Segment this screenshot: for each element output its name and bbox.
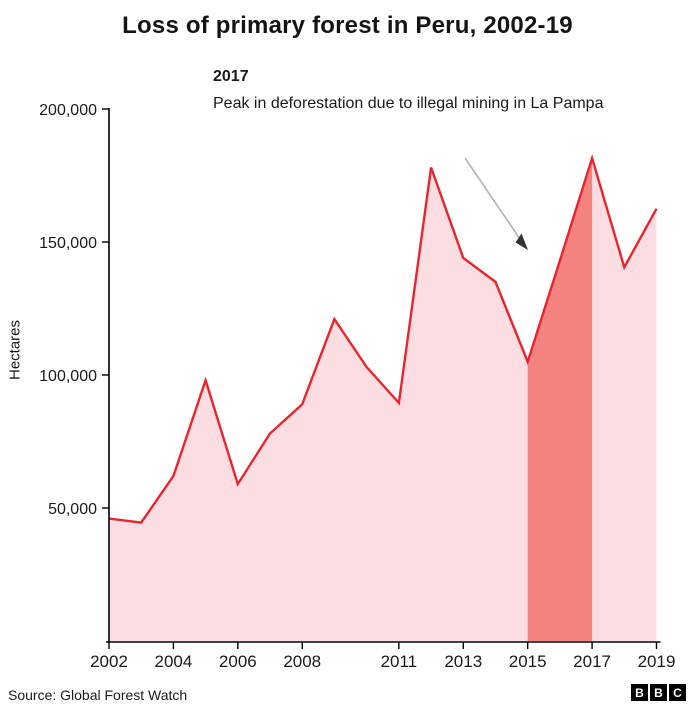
x-tick-label: 2013 <box>444 652 482 671</box>
source-caption: Source: Global Forest Watch <box>8 687 188 703</box>
x-tick-label: 2017 <box>573 652 611 671</box>
x-tick-label: 2011 <box>381 652 418 671</box>
y-tick-label: 50,000 <box>48 501 97 518</box>
annotation-arrow-line <box>464 157 521 240</box>
x-tick-label: 2006 <box>219 652 257 671</box>
y-tick-label: 100,000 <box>39 368 97 385</box>
annotation-text: Peak in deforestation due to illegal min… <box>213 95 604 112</box>
bbc-logo: B B C <box>631 684 686 701</box>
annotation-block: 2017 Peak in deforestation due to illega… <box>213 68 609 115</box>
annotation-arrow-head <box>515 233 528 250</box>
y-tick-label: 150,000 <box>39 235 97 252</box>
area-fill <box>109 158 657 641</box>
x-tick-label: 2002 <box>90 652 128 671</box>
bbc-logo-block-b1: B <box>631 684 648 701</box>
bbc-logo-block-c: C <box>669 684 686 701</box>
y-tick-label: 200,000 <box>39 102 97 119</box>
chart-title: Loss of primary forest in Peru, 2002-19 <box>122 12 573 39</box>
bbc-logo-block-b2: B <box>650 684 667 701</box>
x-tick-label: 2004 <box>154 652 192 671</box>
x-tick-label: 2015 <box>509 652 547 671</box>
x-tick-label: 2019 <box>638 652 676 671</box>
data-line <box>108 154 658 524</box>
highlight-fill <box>527 158 593 641</box>
annotation-heading: 2017 <box>213 68 249 85</box>
x-tick-label: 2008 <box>283 652 321 671</box>
